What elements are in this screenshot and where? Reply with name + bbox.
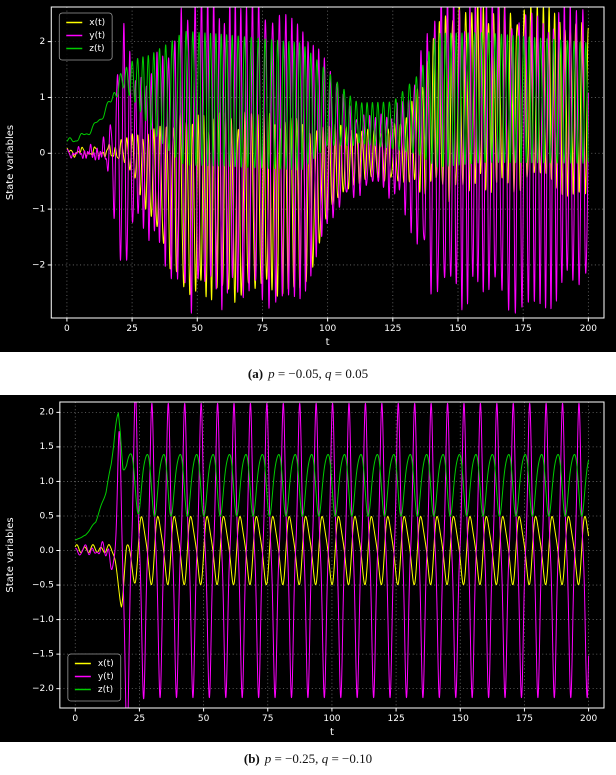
chart-a-canvas [0,0,616,352]
caption-b-label: (b) [243,750,260,766]
caption-a-label: (a) [247,365,264,381]
caption-segment: = −0.10 [328,750,373,766]
caption-segment: q [321,750,329,766]
figure-a-panel [0,0,616,352]
caption-segment: p [264,750,272,766]
caption-a-body: p = −0.05, q = 0.05 [268,366,368,382]
chart-b-canvas [0,395,616,742]
figure-b: (b) p = −0.25, q = −0.10 [0,395,616,775]
figure-b-caption: (b) p = −0.25, q = −0.10 [0,742,616,775]
caption-b-body: p = −0.25, q = −0.10 [265,751,372,767]
figure-a: (a) p = −0.05, q = 0.05 [0,0,616,395]
caption-segment: = 0.05 [331,365,369,381]
caption-segment: = −0.05, [274,365,325,381]
caption-segment: q [325,365,332,381]
caption-segment: = −0.25, [271,750,322,766]
figure-b-panel [0,395,616,742]
caption-segment: p [268,365,275,381]
figure-a-caption: (a) p = −0.05, q = 0.05 [0,352,616,395]
